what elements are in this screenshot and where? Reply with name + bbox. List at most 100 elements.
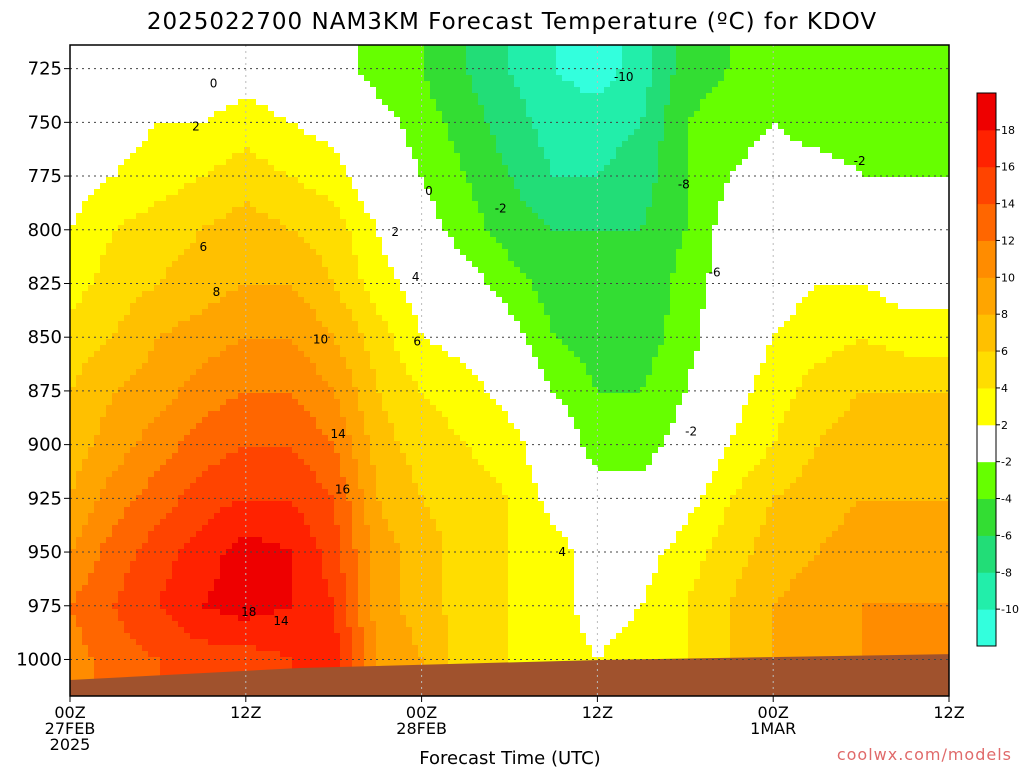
temperature-cell — [178, 147, 185, 154]
temperature-cell — [136, 261, 143, 268]
temperature-cell — [340, 177, 347, 184]
temperature-cell — [328, 405, 335, 412]
temperature-cell — [214, 447, 221, 454]
temperature-cell — [106, 261, 113, 268]
temperature-cell — [322, 429, 329, 436]
temperature-cell — [202, 579, 209, 586]
temperature-cell — [238, 465, 245, 472]
temperature-cell — [196, 351, 203, 358]
temperature-cell — [232, 219, 239, 226]
temperature-cell — [226, 561, 233, 568]
temperature-cell — [208, 405, 215, 412]
temperature-cell — [280, 363, 287, 370]
temperature-cell — [76, 615, 83, 622]
temperature-cell — [268, 93, 275, 100]
temperature-cell — [226, 645, 233, 652]
temperature-cell — [280, 201, 287, 208]
temperature-cell — [184, 237, 191, 244]
temperature-cell — [250, 663, 257, 670]
temperature-cell — [298, 57, 305, 64]
temperature-cell — [256, 87, 263, 94]
temperature-cell — [232, 525, 239, 532]
temperature-cell — [142, 249, 149, 256]
temperature-cell — [202, 417, 209, 424]
temperature-cell — [208, 177, 215, 184]
temperature-cell — [118, 501, 125, 508]
temperature-cell — [286, 303, 293, 310]
temperature-cell — [214, 561, 221, 568]
temperature-cell — [94, 309, 101, 316]
temperature-cell — [76, 237, 83, 244]
temperature-cell — [166, 105, 173, 112]
temperature-cell — [232, 195, 239, 202]
temperature-cell — [316, 225, 323, 232]
temperature-cell — [262, 207, 269, 214]
temperature-cell — [160, 159, 167, 166]
temperature-cell — [70, 105, 77, 112]
temperature-cell — [178, 285, 185, 292]
temperature-cell — [304, 483, 311, 490]
temperature-cell — [262, 309, 269, 316]
temperature-cell — [316, 633, 323, 640]
temperature-cell — [244, 255, 251, 262]
temperature-cell — [112, 297, 119, 304]
temperature-cell — [322, 141, 329, 148]
temperature-cell — [154, 573, 161, 580]
temperature-cell — [250, 645, 257, 652]
temperature-cell — [292, 399, 299, 406]
temperature-cell — [232, 645, 239, 652]
temperature-cell — [184, 267, 191, 274]
temperature-cell — [142, 129, 149, 136]
temperature-cell — [262, 297, 269, 304]
temperature-cell — [316, 423, 323, 430]
temperature-cell — [250, 99, 257, 106]
temperature-cell — [88, 543, 95, 550]
temperature-cell — [142, 357, 149, 364]
temperature-cell — [130, 279, 137, 286]
temperature-cell — [184, 579, 191, 586]
temperature-cell — [76, 333, 83, 340]
temperature-cell — [76, 477, 83, 484]
temperature-cell — [214, 639, 221, 646]
temperature-cell — [256, 93, 263, 100]
temperature-cell — [310, 645, 317, 652]
temperature-cell — [274, 357, 281, 364]
temperature-cell — [322, 99, 329, 106]
temperature-cell — [190, 207, 197, 214]
temperature-cell — [88, 387, 95, 394]
temperature-cell — [322, 291, 329, 298]
temperature-cell — [286, 489, 293, 496]
temperature-cell — [238, 231, 245, 238]
temperature-cell — [238, 621, 245, 628]
temperature-cell — [316, 273, 323, 280]
temperature-cell — [70, 573, 77, 580]
temperature-cell — [238, 561, 245, 568]
temperature-cell — [328, 369, 335, 376]
temperature-cell — [190, 111, 197, 118]
temperature-cell — [250, 633, 257, 640]
temperature-cell — [82, 231, 89, 238]
temperature-cell — [172, 525, 179, 532]
temperature-cell — [262, 129, 269, 136]
temperature-cell — [178, 489, 185, 496]
temperature-cell — [304, 315, 311, 322]
temperature-cell — [220, 147, 227, 154]
temperature-cell — [250, 87, 257, 94]
temperature-cell — [316, 375, 323, 382]
temperature-cell — [220, 501, 227, 508]
temperature-cell — [76, 51, 83, 58]
temperature-cell — [196, 513, 203, 520]
temperature-cell — [106, 597, 113, 604]
temperature-cell — [292, 477, 299, 484]
temperature-cell — [154, 597, 161, 604]
temperature-cell — [286, 177, 293, 184]
temperature-cell — [100, 207, 107, 214]
temperature-cell — [226, 639, 233, 646]
temperature-cell — [118, 525, 125, 532]
temperature-cell — [214, 207, 221, 214]
temperature-cell — [232, 171, 239, 178]
temperature-cell — [82, 399, 89, 406]
temperature-cell — [76, 573, 83, 580]
temperature-cell — [172, 453, 179, 460]
temperature-cell — [148, 321, 155, 328]
